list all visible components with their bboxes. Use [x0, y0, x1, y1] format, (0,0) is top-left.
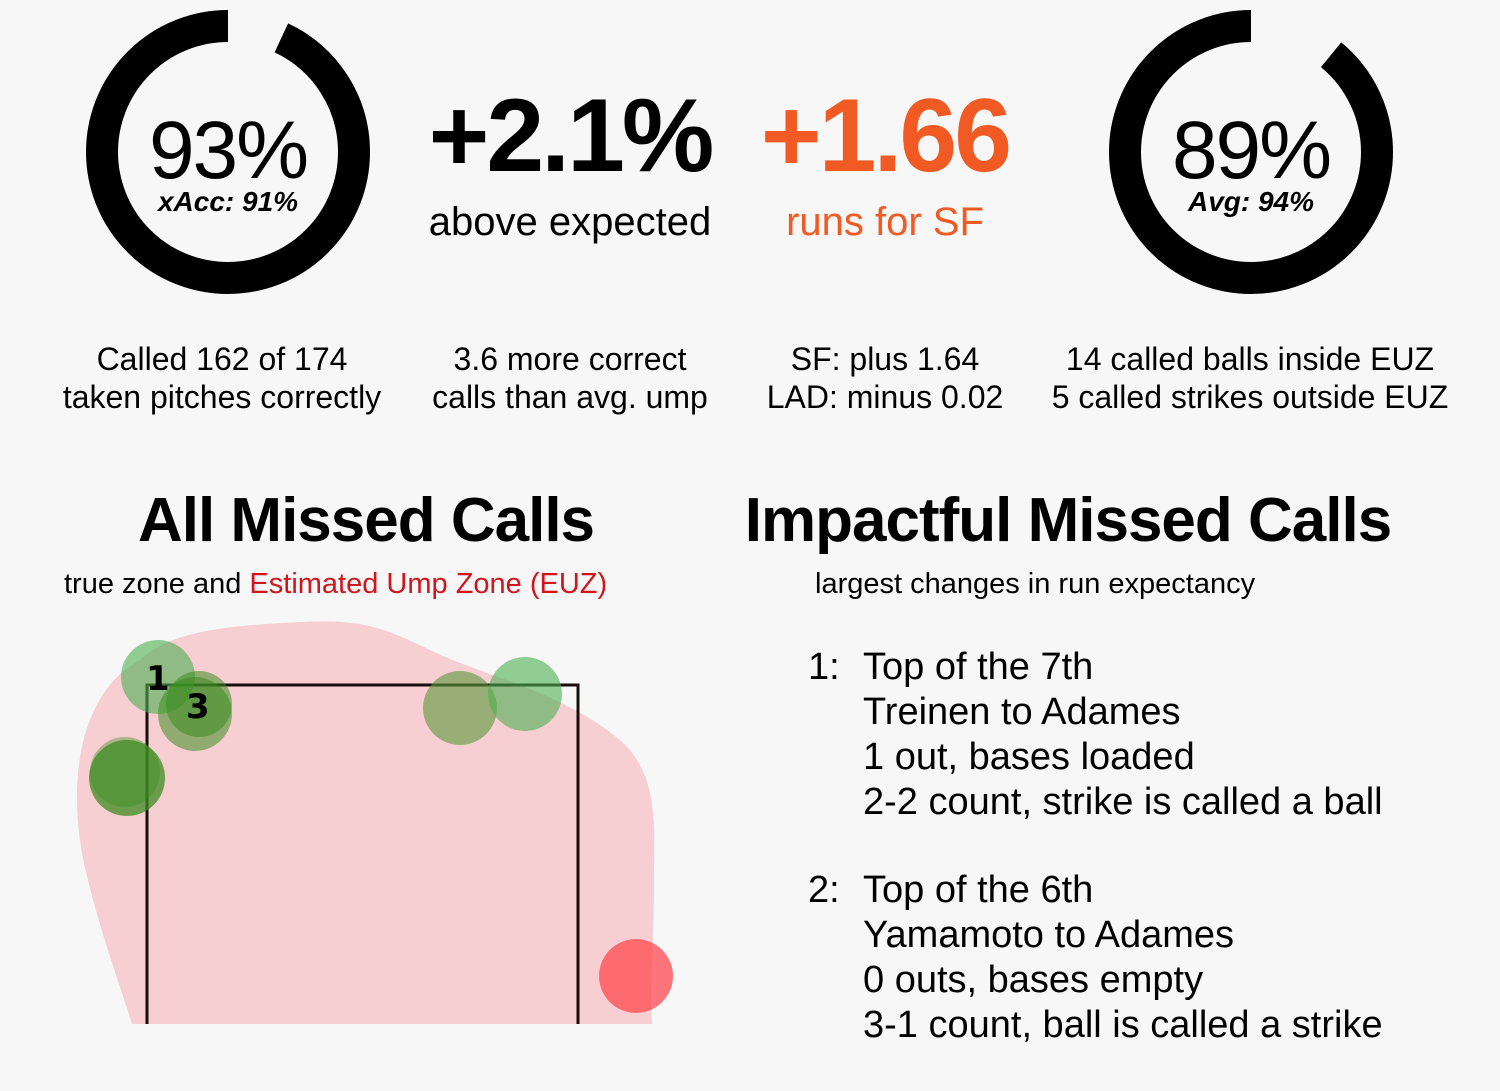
run-impact-description-line: LAD: minus 0.02 [766, 379, 1004, 415]
subtitle-euz-legend: Estimated Ump Zone (EUZ) [249, 568, 608, 600]
all-missed-calls-subtitle: true zone and Estimated Ump Zone (EUZ) [64, 570, 607, 599]
accuracy-ring-arc [86, 10, 370, 294]
missed-call-marker [166, 671, 232, 737]
call-inning: Top of the 7th [863, 646, 1094, 688]
impactful-call-item: 2: Top of the 6th Yamamoto to Adames 0 o… [808, 868, 1488, 1048]
above-expected-value: +2.1% [428, 78, 715, 194]
accuracy-description: Called 162 of 174 taken pitches correctl… [22, 340, 422, 416]
above-expected-description-line: calls than avg. ump [432, 379, 708, 415]
marker-label-1: 1 [146, 659, 170, 699]
missed-calls-zone-chart: 1 3 [76, 621, 673, 1024]
missed-call-marker [90, 737, 160, 807]
missed-call-marker [488, 657, 562, 731]
call-situation: 1 out, bases loaded [863, 736, 1195, 778]
call-rank: 1: [808, 646, 840, 688]
impactful-call-item: 1: Top of the 7th Treinen to Adames 1 ou… [808, 645, 1488, 825]
impactful-missed-calls-subtitle: largest changes in run expectancy [815, 568, 1256, 600]
above-expected-description-line: 3.6 more correct [453, 341, 687, 377]
run-impact-description: SF: plus 1.64 LAD: minus 0.02 [735, 340, 1035, 416]
above-expected-description: 3.6 more correct calls than avg. ump [420, 340, 720, 416]
call-matchup: Yamamoto to Adames [863, 914, 1235, 956]
consistency-ring: 89% Avg: 94% [1101, 2, 1401, 302]
call-result: 2-2 count, strike is called a ball [863, 781, 1383, 823]
accuracy-value: 93% [148, 105, 309, 196]
run-impact-description-line: SF: plus 1.64 [790, 341, 980, 377]
missed-call-marker [89, 740, 165, 816]
consistency-ring-arc [1109, 10, 1393, 294]
expected-accuracy-label: xAcc: 91% [157, 186, 299, 217]
impactful-calls-list: 1: Top of the 7th Treinen to Adames 1 ou… [808, 645, 1488, 1091]
call-inning: Top of the 6th [863, 869, 1094, 911]
call-result: 3-1 count, ball is called a strike [863, 1004, 1383, 1046]
consistency-description: 14 called balls inside EUZ 5 called stri… [1030, 340, 1470, 416]
marker-label-3: 3 [186, 687, 210, 727]
missed-call-marker [599, 939, 673, 1013]
all-missed-calls-title: All Missed Calls [137, 486, 595, 555]
average-consistency-label: Avg: 94% [1187, 186, 1315, 217]
missed-call-markers [89, 640, 673, 1013]
impactful-missed-calls-title: Impactful Missed Calls [744, 486, 1392, 555]
above-expected-label: above expected [428, 200, 712, 244]
consistency-description-line: 14 called balls inside EUZ [1065, 341, 1435, 377]
missed-call-marker [423, 671, 497, 745]
subtitle-true-zone: true zone and [64, 568, 242, 600]
run-impact-value: +1.66 [760, 78, 1012, 194]
accuracy-ring: 93% xAcc: 91% [78, 2, 378, 302]
true-strike-zone-box [145, 683, 580, 1024]
consistency-description-line: 5 called strikes outside EUZ [1051, 379, 1449, 415]
consistency-value: 89% [1171, 105, 1332, 196]
call-situation: 0 outs, bases empty [863, 959, 1204, 1001]
run-impact-label: runs for SF [786, 200, 984, 244]
accuracy-description-line: taken pitches correctly [62, 379, 382, 415]
accuracy-description-line: Called 162 of 174 [96, 341, 348, 377]
call-matchup: Treinen to Adames [863, 691, 1181, 733]
call-rank: 2: [808, 869, 840, 911]
